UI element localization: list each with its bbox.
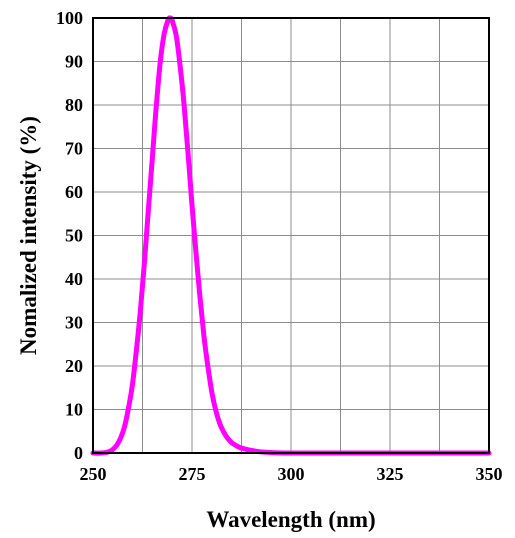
y-tick-label: 40 <box>65 269 83 289</box>
y-tick-label: 50 <box>65 226 83 246</box>
x-tick-label: 250 <box>80 464 107 484</box>
x-tick-label: 275 <box>179 464 206 484</box>
ticks: 250 275 300 325 350 0 10 20 30 40 50 60 70 80 90 100 <box>56 8 503 484</box>
grid <box>93 18 489 453</box>
y-tick-label: 70 <box>65 139 83 159</box>
x-tick-label: 300 <box>278 464 305 484</box>
y-tick-label: 100 <box>56 8 83 28</box>
y-tick-label: 80 <box>65 95 83 115</box>
y-tick-label: 30 <box>65 313 83 333</box>
x-tick-label: 350 <box>476 464 503 484</box>
y-tick-label: 10 <box>65 400 83 420</box>
y-tick-label: 60 <box>65 182 83 202</box>
y-tick-label: 90 <box>65 52 83 72</box>
y-axis-label: Nomalized intensity (%) <box>16 116 41 355</box>
x-axis-label: Wavelength (nm) <box>206 507 375 532</box>
x-tick-label: 325 <box>377 464 404 484</box>
y-tick-label: 0 <box>74 443 83 463</box>
y-tick-label: 20 <box>65 356 83 376</box>
